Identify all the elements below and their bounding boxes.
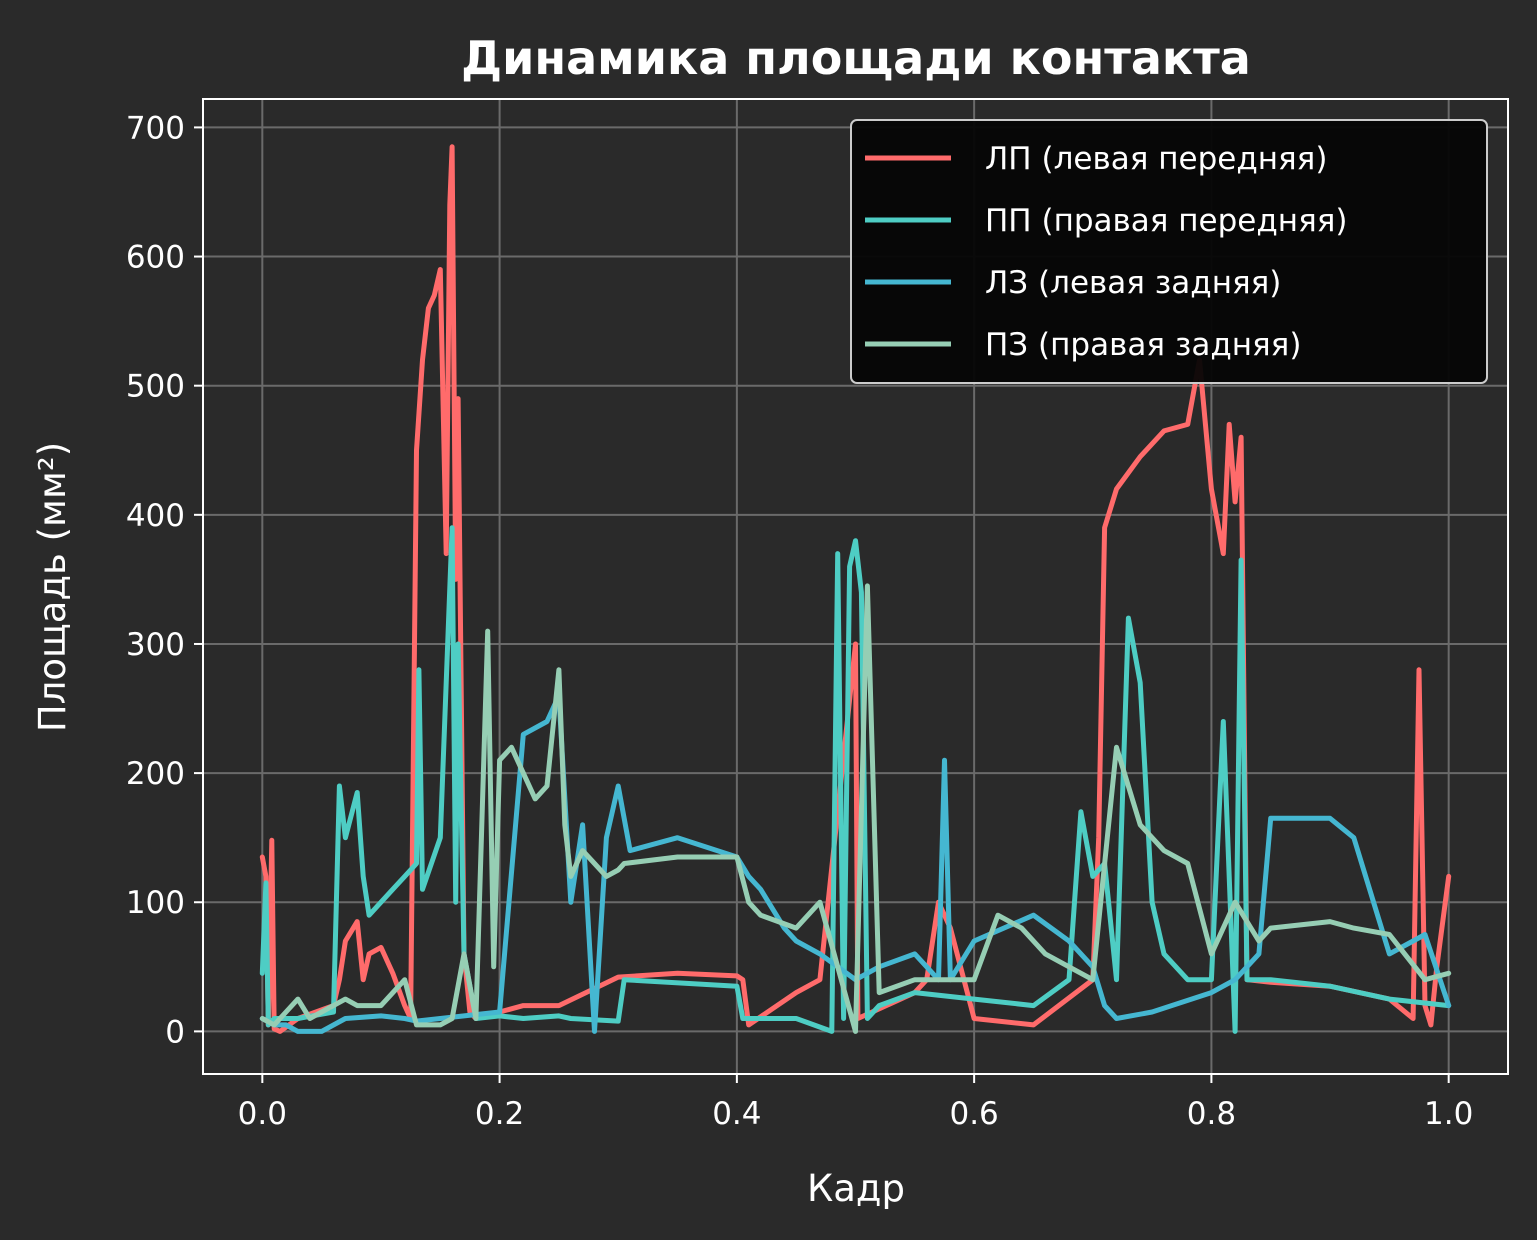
legend: ЛП (левая передняя) ПП (правая передняя) Л… <box>850 119 1488 384</box>
x-axis-label: Кадр <box>807 1167 905 1210</box>
legend-label-4: ПЗ (правая задняя) <box>985 327 1301 363</box>
y-tick-label: 600 <box>126 240 185 276</box>
series-line-2 <box>259 525 1452 1034</box>
x-tick-label: 1.0 <box>1424 1096 1473 1132</box>
series-line-1 <box>259 144 1452 1034</box>
x-tick-label: 0.6 <box>949 1096 998 1132</box>
ticks: 0.0 0.2 0.4 0.6 0.8 1.0 0 100 200 300 400 500 600 700 <box>126 110 1474 1132</box>
y-tick-label: 0 <box>165 1014 185 1050</box>
x-tick-label: 0.8 <box>1187 1096 1236 1132</box>
legend-label-3: ЛЗ (левая задняя) <box>985 265 1281 301</box>
chart-title: Динамика площади контакта <box>461 31 1251 85</box>
y-tick-label: 400 <box>126 498 185 534</box>
x-tick-label: 0.4 <box>712 1096 761 1132</box>
y-tick-label: 700 <box>126 110 185 146</box>
legend-box <box>850 119 1488 384</box>
x-tick-label: 0.0 <box>238 1096 287 1132</box>
y-tick-label: 200 <box>126 756 185 792</box>
x-tick-label: 0.2 <box>475 1096 524 1132</box>
y-tick-label: 100 <box>126 885 185 921</box>
plot-frame <box>202 98 1509 1075</box>
series-line-4 <box>259 583 1452 1034</box>
y-tick-label: 300 <box>126 627 185 663</box>
legend-label-2: ПП (правая передняя) <box>985 203 1347 239</box>
legend-label-1: ЛП (левая передняя) <box>985 141 1327 177</box>
series-line-3 <box>259 693 1452 1034</box>
y-tick-label: 500 <box>126 369 185 405</box>
y-axis-label: Площадь (мм²) <box>31 442 74 732</box>
series-layer <box>259 144 1452 1034</box>
